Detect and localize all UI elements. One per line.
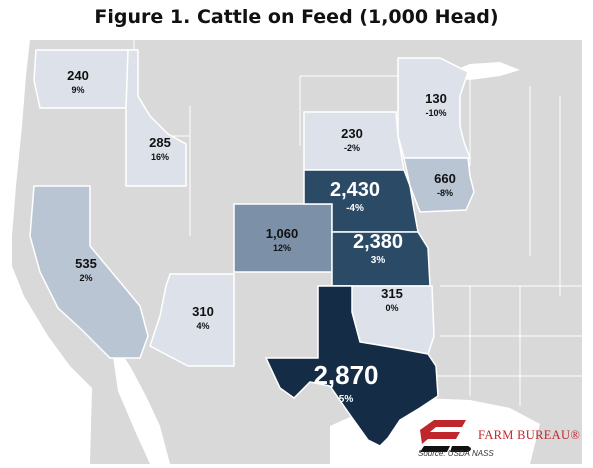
- label-texas-change: 5%: [339, 394, 354, 405]
- label-iowa-change: -8%: [437, 188, 453, 198]
- label-idaho-value: 285: [149, 135, 171, 150]
- state-texas: [264, 285, 439, 447]
- state-arizona: [149, 273, 235, 367]
- label-south-dakota-value: 230: [341, 126, 363, 141]
- label-california-value: 535: [75, 256, 97, 271]
- farm-bureau-fb-logo-icon: [420, 420, 471, 452]
- states: [29, 49, 475, 447]
- state-washington: [33, 49, 135, 109]
- state-iowa: [403, 157, 475, 213]
- label-kansas-value: 2,380: [353, 231, 403, 253]
- label-colorado-change: 12%: [273, 243, 291, 253]
- state-idaho: [125, 49, 187, 187]
- label-oklahoma-change: 0%: [385, 303, 398, 313]
- label-kansas-change: 3%: [371, 255, 386, 266]
- label-idaho-change: 16%: [151, 152, 169, 162]
- label-washington-change: 9%: [71, 85, 84, 95]
- source-note: Source: USDA NASS: [418, 449, 494, 458]
- state-south-dakota: [303, 111, 405, 171]
- label-arizona-change: 4%: [196, 321, 209, 331]
- farm-bureau-logo-text: FARM BUREAU®: [478, 428, 581, 442]
- figure-title: Figure 1. Cattle on Feed (1,000 Head): [94, 6, 499, 28]
- label-washington-value: 240: [67, 68, 89, 83]
- state-minnesota: [397, 57, 472, 159]
- label-nebraska-change: -4%: [346, 203, 364, 214]
- label-colorado-value: 1,060: [266, 226, 299, 241]
- state-california: [29, 185, 149, 359]
- label-california-change: 2%: [79, 273, 92, 283]
- state-labels: 240 9% 285 16% 535 2% 310 4% 1,060 12% 2…: [67, 68, 456, 405]
- label-nebraska-value: 2,430: [330, 179, 380, 201]
- label-oklahoma-value: 315: [381, 286, 403, 301]
- label-south-dakota-change: -2%: [344, 143, 360, 153]
- label-texas-value: 2,870: [313, 360, 378, 390]
- label-minnesota-change: -10%: [425, 108, 446, 118]
- label-iowa-value: 660: [434, 171, 456, 186]
- state-kansas: [331, 231, 431, 287]
- label-arizona-value: 310: [192, 304, 214, 319]
- cattle-map: 240 9% 285 16% 535 2% 310 4% 1,060 12% 2…: [12, 40, 582, 464]
- label-minnesota-value: 130: [425, 91, 447, 106]
